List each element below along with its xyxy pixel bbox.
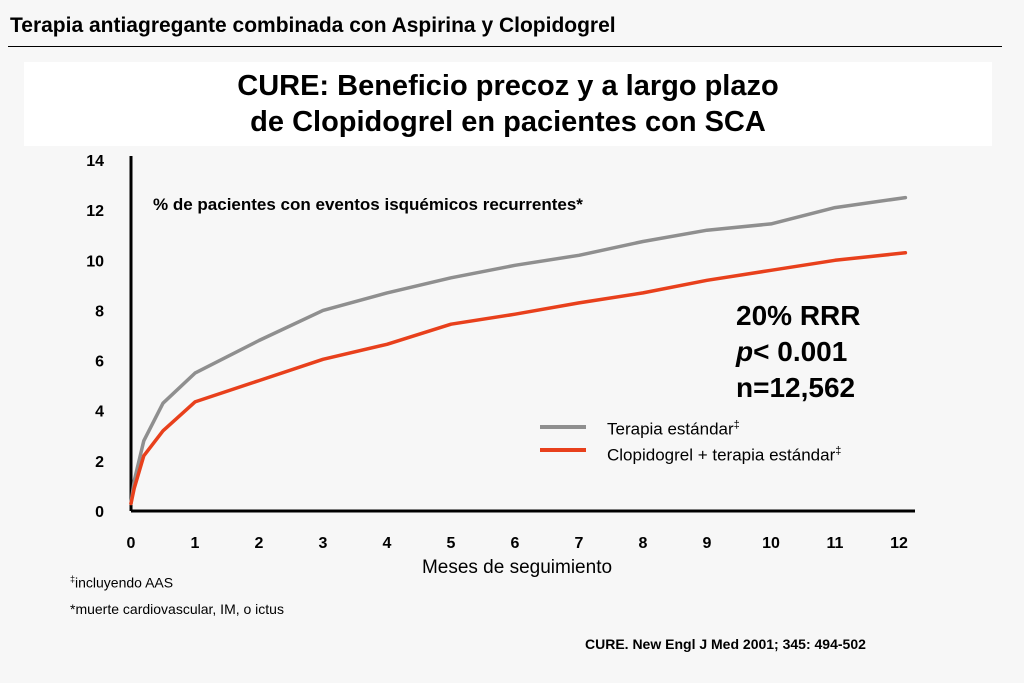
y-tick-label: 6	[95, 354, 104, 371]
header-divider	[8, 46, 1002, 47]
x-tick-label: 1	[191, 535, 200, 552]
legend-swatch-standard	[540, 425, 586, 429]
y-tick-label: 10	[86, 253, 104, 270]
p-letter: p	[736, 336, 754, 367]
x-axis-label: Meses de seguimiento	[422, 557, 612, 578]
legend-label-standard: Terapia estándar‡	[607, 419, 740, 440]
chart-axes	[129, 156, 915, 513]
x-tick-label: 2	[255, 535, 264, 552]
y-tick-label: 14	[86, 153, 104, 170]
x-tick-label: 6	[511, 535, 520, 552]
y-tick-label: 2	[95, 454, 104, 471]
p-value-label: p< 0.001	[736, 334, 860, 370]
footnote-aas-text: incluyendo AAS	[75, 574, 174, 591]
x-tick-label: 7	[575, 535, 584, 552]
footnote-marker: ‡	[70, 574, 76, 584]
chart-title-line-1: CURE: Beneficio precoz y a largo plazo	[237, 70, 779, 102]
legend-label-clopidogrel: Clopidogrel + terapia estándar‡	[607, 445, 841, 466]
y-tick-label: 4	[95, 404, 104, 421]
footnote-aas: ‡incluyendo AAS	[70, 574, 173, 591]
slide-header: Terapia antiagregante combinada con Aspi…	[10, 14, 616, 37]
p-value: < 0.001	[753, 336, 848, 367]
rrr-label: 20% RRR	[736, 300, 861, 331]
title-box: CURE: Beneficio precoz y a largo plazo d…	[24, 62, 992, 146]
series-line-standard	[129, 195, 908, 506]
x-tick-label: 5	[447, 535, 456, 552]
chart-subtitle: % de pacientes con eventos isquémicos re…	[153, 195, 583, 214]
legend-name-standard: Terapia estándar	[607, 419, 734, 439]
y-tick-label: 0	[95, 504, 104, 521]
x-tick-label: 8	[639, 535, 648, 552]
chart-title-line-2: de Clopidogrel en pacientes con SCA	[250, 106, 766, 138]
n-label: n=12,562	[736, 372, 856, 403]
citation: CURE. New Engl J Med 2001; 345: 494-502	[585, 636, 866, 652]
x-tick-label: 4	[383, 535, 392, 552]
y-tick-label: 12	[86, 203, 104, 220]
y-tick-labels: 0 2 4 6 8 10 12 14	[86, 153, 104, 521]
x-tick-labels: 0 1 2 3 4 5 6 7 8 9 10 11 12	[127, 535, 908, 552]
legend-name-clopidogrel: Clopidogrel + terapia estándar	[607, 445, 836, 465]
x-tick-label: 9	[703, 535, 712, 552]
legend-marker-clopidogrel: ‡	[835, 445, 842, 457]
chart-lines	[129, 195, 908, 506]
footnote-events: *muerte cardiovascular, IM, o ictus	[70, 601, 284, 617]
legend-swatch-clopidogrel	[540, 448, 586, 452]
x-tick-label: 3	[319, 535, 328, 552]
x-tick-label: 11	[827, 535, 844, 552]
x-tick-label: 12	[890, 535, 908, 552]
x-tick-label: 0	[127, 535, 136, 552]
legend-marker-standard: ‡	[733, 419, 740, 431]
stats-annotation: 20% RRR p< 0.001 n=12,562	[736, 298, 860, 406]
x-tick-label: 10	[762, 535, 780, 552]
series-line-clopidogrel	[129, 251, 908, 506]
y-tick-label: 8	[95, 303, 104, 320]
